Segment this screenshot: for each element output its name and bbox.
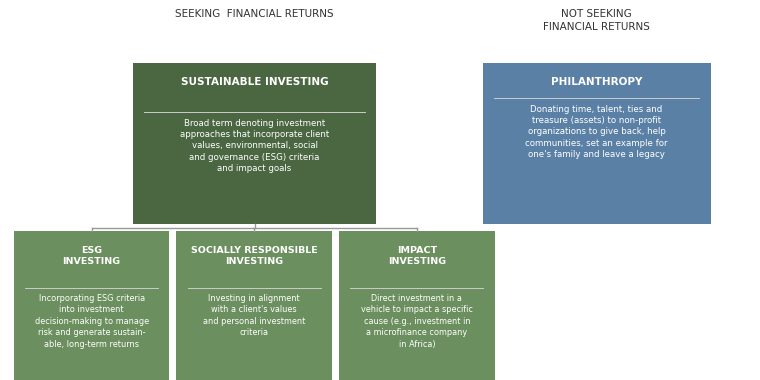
- FancyBboxPatch shape: [14, 231, 169, 380]
- FancyBboxPatch shape: [483, 63, 711, 225]
- Text: Donating time, talent, ties and
treasure (assets) to non-profit
organizations to: Donating time, talent, ties and treasure…: [525, 105, 668, 159]
- FancyBboxPatch shape: [133, 63, 376, 225]
- Text: ESG
INVESTING: ESG INVESTING: [62, 245, 121, 266]
- Text: Direct investment in a
vehicle to impact a specific
cause (e.g., investment in
a: Direct investment in a vehicle to impact…: [361, 294, 473, 349]
- Text: NOT SEEKING
FINANCIAL RETURNS: NOT SEEKING FINANCIAL RETURNS: [543, 9, 650, 32]
- Text: Broad term denoting investment
approaches that incorporate client
values, enviro: Broad term denoting investment approache…: [180, 119, 329, 173]
- Text: SOCIALLY RESPONSIBLE
INVESTING: SOCIALLY RESPONSIBLE INVESTING: [191, 245, 318, 266]
- Text: IMPACT
INVESTING: IMPACT INVESTING: [388, 245, 446, 266]
- Text: Investing in alignment
with a client's values
and personal investment
criteria: Investing in alignment with a client's v…: [203, 294, 306, 337]
- FancyBboxPatch shape: [339, 231, 495, 380]
- FancyBboxPatch shape: [176, 231, 332, 380]
- Text: SUSTAINABLE INVESTING: SUSTAINABLE INVESTING: [181, 77, 328, 87]
- Text: Incorporating ESG criteria
into investment
decision-making to manage
risk and ge: Incorporating ESG criteria into investme…: [34, 294, 149, 349]
- Text: SEEKING  FINANCIAL RETURNS: SEEKING FINANCIAL RETURNS: [176, 9, 334, 19]
- Text: PHILANTHROPY: PHILANTHROPY: [551, 77, 642, 87]
